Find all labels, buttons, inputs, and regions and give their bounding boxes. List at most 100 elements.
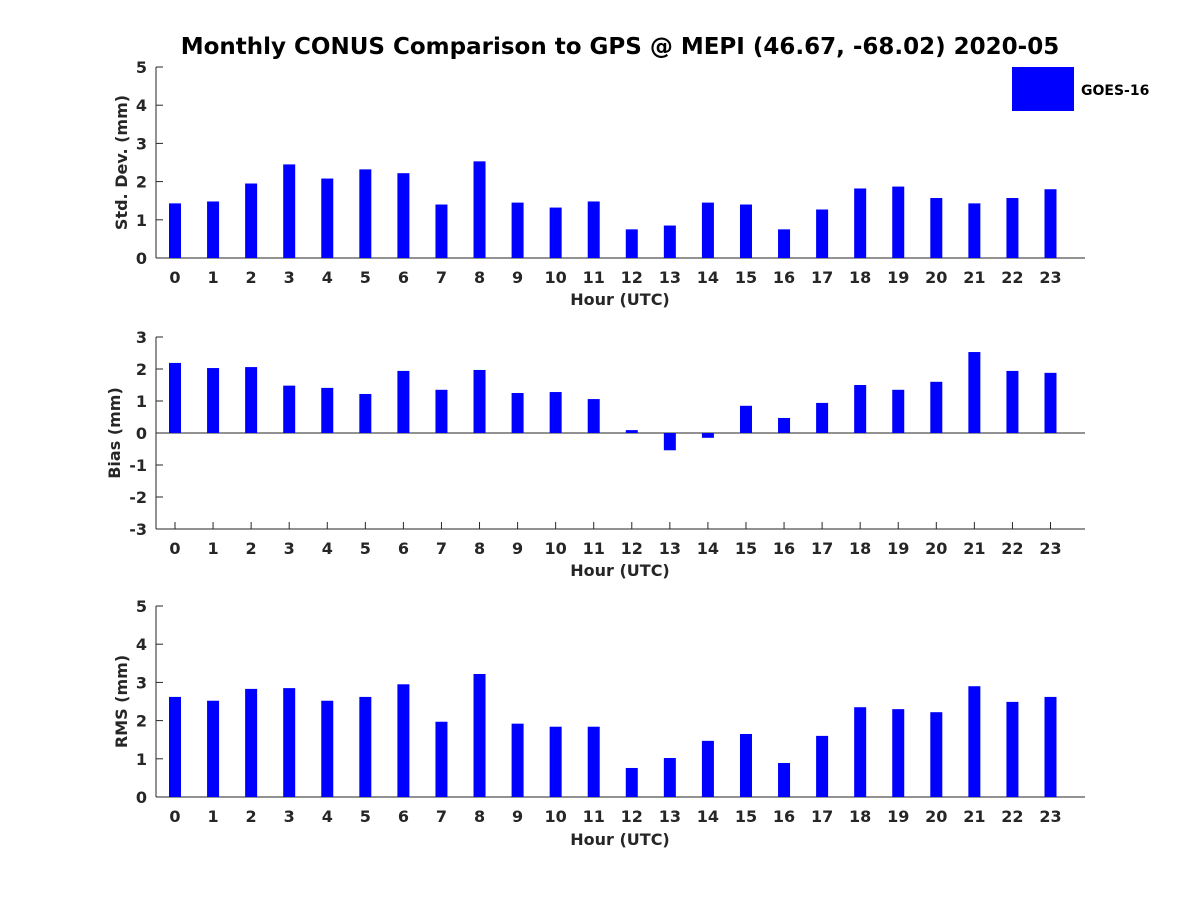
bias-bar	[968, 352, 981, 433]
bias-bar	[663, 433, 676, 451]
rms-bar	[892, 709, 905, 797]
std-dev-bar	[663, 225, 676, 258]
bias-x-tick-label: 15	[735, 539, 757, 558]
legend-label: GOES-16	[1081, 83, 1149, 99]
bias-x-tick-label: 4	[322, 539, 333, 558]
std-dev-bar	[511, 202, 524, 258]
rms-x-tick-label: 19	[887, 807, 909, 826]
rms-bar	[778, 763, 791, 797]
std-dev-bar	[701, 202, 714, 258]
std-dev-bar	[778, 229, 791, 258]
std-dev-bar	[1044, 189, 1057, 258]
rms-y-tick-label: 0	[136, 788, 147, 807]
rms-x-tick-label: 10	[545, 807, 567, 826]
std-dev-bar	[625, 229, 638, 258]
bias-x-tick-label: 22	[1001, 539, 1023, 558]
bias-bar	[1044, 372, 1057, 433]
bias-x-tick-label: 11	[583, 539, 605, 558]
rms-bar	[663, 758, 676, 797]
rms-x-tick-label: 7	[436, 807, 447, 826]
bias-x-tick-label: 12	[621, 539, 643, 558]
std-dev-y-axis-label: Std. Dev. (mm)	[112, 95, 131, 230]
rms-y-tick-label: 4	[136, 635, 147, 654]
std-dev-x-tick-label: 15	[735, 268, 757, 287]
bias-x-tick-label: 10	[545, 539, 567, 558]
bias-bar	[701, 433, 714, 438]
std-dev-x-tick-label: 9	[512, 268, 523, 287]
std-dev-x-tick-label: 20	[925, 268, 947, 287]
std-dev-y-tick-label: 2	[136, 173, 147, 192]
bias-bar	[359, 393, 372, 433]
bias-bar	[283, 385, 296, 433]
rms-x-tick-label: 20	[925, 807, 947, 826]
std-dev-bar	[473, 161, 486, 258]
bias-bar	[511, 393, 524, 433]
std-dev-x-tick-label: 13	[659, 268, 681, 287]
std-dev-x-tick-label: 7	[436, 268, 447, 287]
std-dev-bar	[397, 173, 410, 258]
bias-x-tick-label: 9	[512, 539, 523, 558]
bias-x-tick-label: 0	[169, 539, 180, 558]
bias-y-tick-label: -2	[129, 488, 147, 507]
std-dev-bar	[207, 201, 220, 258]
rms-bar	[435, 721, 448, 797]
rms-bar	[207, 700, 220, 797]
std-dev-x-tick-label: 0	[169, 268, 180, 287]
std-dev-bar	[245, 183, 258, 258]
bias-y-axis-label: Bias (mm)	[105, 387, 124, 479]
bias-bar	[625, 430, 638, 433]
rms-x-tick-label: 11	[583, 807, 605, 826]
rms-y-tick-label: 5	[136, 597, 147, 616]
std-dev-bar	[968, 203, 981, 258]
rms-x-tick-label: 3	[284, 807, 295, 826]
std-dev-x-tick-label: 23	[1039, 268, 1061, 287]
bias-x-tick-label: 20	[925, 539, 947, 558]
legend: GOES-16	[1012, 67, 1149, 111]
rms-x-tick-label: 6	[398, 807, 409, 826]
bias-bar	[435, 389, 448, 433]
std-dev-bar	[854, 188, 867, 258]
rms-x-tick-label: 9	[512, 807, 523, 826]
bias-x-axis-label: Hour (UTC)	[570, 561, 670, 580]
std-dev-y-tick-label: 0	[136, 249, 147, 268]
rms-x-tick-label: 4	[322, 807, 333, 826]
rms-bar	[549, 726, 562, 797]
bias-y-tick-label: 3	[136, 328, 147, 347]
std-dev-bar	[739, 204, 752, 258]
std-dev-y-tick-label: 3	[136, 134, 147, 153]
rms-bar	[169, 696, 181, 797]
std-dev-bar	[930, 198, 943, 258]
rms-bar	[321, 700, 334, 797]
bias-bar	[778, 417, 791, 433]
std-dev-x-tick-label: 11	[583, 268, 605, 287]
rms-x-tick-label: 14	[697, 807, 719, 826]
bias-x-tick-label: 2	[246, 539, 257, 558]
rms-bar	[511, 723, 524, 797]
rms-bar	[625, 767, 638, 797]
bias-bar	[207, 368, 220, 433]
rms-x-tick-label: 16	[773, 807, 795, 826]
bias-x-tick-label: 19	[887, 539, 909, 558]
rms-bar	[283, 688, 296, 797]
std-dev-x-tick-label: 6	[398, 268, 409, 287]
std-dev-bar	[1006, 198, 1019, 258]
rms-bar	[587, 726, 600, 797]
std-dev-x-tick-label: 22	[1001, 268, 1023, 287]
rms-x-tick-label: 5	[360, 807, 371, 826]
rms-bar	[930, 712, 943, 797]
std-dev-x-tick-label: 5	[360, 268, 371, 287]
std-dev-bar	[283, 164, 296, 258]
bias-bar	[587, 399, 600, 433]
bias-x-tick-label: 1	[207, 539, 218, 558]
bias-x-tick-label: 16	[773, 539, 795, 558]
bias-x-tick-label: 17	[811, 539, 833, 558]
bias-x-tick-label: 6	[398, 539, 409, 558]
bias-bar	[397, 370, 410, 433]
rms-bar	[1006, 701, 1019, 797]
rms-x-tick-label: 8	[474, 807, 485, 826]
std-dev-bar	[587, 201, 600, 258]
bias-bar	[245, 367, 258, 433]
bias-bar	[816, 402, 829, 433]
rms-y-tick-label: 2	[136, 712, 147, 731]
rms-bar	[359, 696, 372, 797]
